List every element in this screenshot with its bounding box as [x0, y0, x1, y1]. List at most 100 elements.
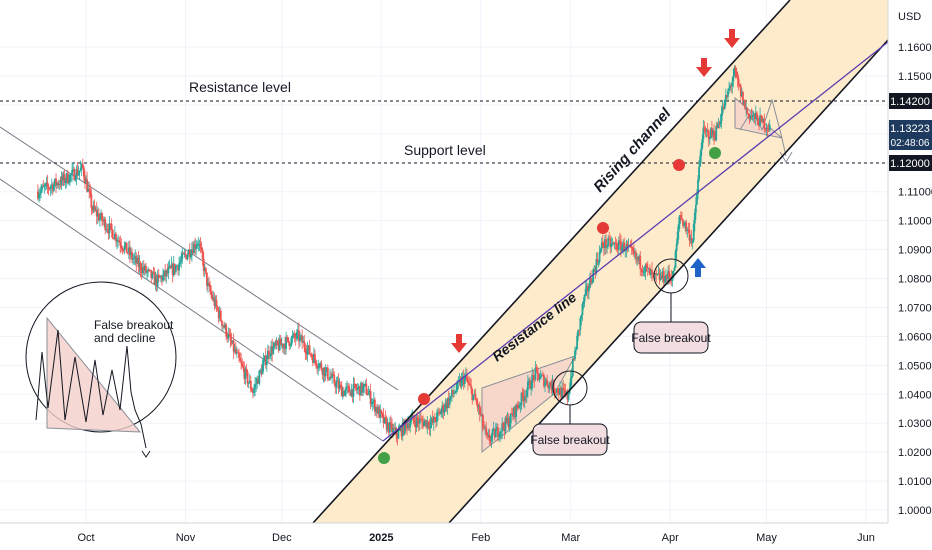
- candle-body: [766, 127, 769, 130]
- candle-body: [108, 223, 111, 234]
- candle-body: [223, 325, 225, 328]
- candle-body: [323, 367, 326, 377]
- candle-body: [158, 276, 161, 278]
- candle-body: [335, 382, 338, 388]
- candle-body: [55, 178, 57, 186]
- candle-body: [665, 275, 667, 282]
- candle-body: [353, 383, 356, 385]
- candle-body: [294, 337, 297, 339]
- candle-body: [141, 267, 144, 274]
- rising-channel-upper-line: [312, 0, 791, 524]
- false-breakout-label-mar: False breakout: [530, 433, 610, 447]
- candle-body: [229, 334, 232, 341]
- time-tick-label: Apr: [662, 532, 679, 544]
- candle-body: [351, 389, 354, 397]
- candle-body: [637, 257, 639, 261]
- candle-body: [524, 396, 527, 397]
- rising-channel-lower-line: [448, 39, 889, 524]
- candle-body: [88, 188, 91, 191]
- candle-body: [669, 277, 672, 278]
- declining-channel-lower-line: [0, 178, 384, 442]
- candle-body: [178, 263, 180, 271]
- candle-body: [632, 250, 635, 255]
- candle-body: [398, 430, 401, 431]
- candle-body: [356, 388, 359, 390]
- candle-body: [746, 108, 749, 114]
- candle-body: [59, 184, 62, 186]
- candle-body: [214, 299, 217, 307]
- candle-body: [148, 269, 151, 271]
- candle-body: [375, 407, 377, 412]
- candle-body: [261, 365, 264, 375]
- candle-body: [449, 396, 452, 398]
- candle-body: [42, 185, 45, 187]
- candle-body: [760, 115, 763, 117]
- candle-body: [191, 249, 193, 256]
- candle-body: [708, 138, 711, 140]
- candle-body: [469, 384, 472, 386]
- candle-body: [612, 243, 615, 244]
- candle-body: [543, 375, 545, 387]
- candle-body: [61, 176, 64, 181]
- candle-body: [439, 411, 442, 415]
- candle-body: [206, 272, 208, 287]
- candle-body: [283, 344, 285, 348]
- candle-body: [455, 390, 458, 393]
- candle-body: [561, 388, 564, 398]
- candle-body: [140, 270, 143, 274]
- candle-body: [413, 420, 416, 423]
- candle-body: [590, 278, 592, 283]
- candle-body: [360, 382, 362, 396]
- candle-body: [409, 421, 412, 428]
- candle-body: [193, 243, 195, 254]
- candle-body: [575, 349, 577, 351]
- candle-body: [436, 412, 438, 423]
- candle-body: [241, 362, 244, 366]
- projection-line-apr: [739, 98, 787, 157]
- candle-body: [131, 251, 133, 260]
- price-tick-label: 1.04000: [898, 389, 932, 401]
- candle-body: [246, 371, 249, 384]
- candle-body: [321, 369, 324, 375]
- candle-body: [494, 430, 497, 438]
- candle-body: [472, 394, 475, 401]
- candle-body: [203, 267, 206, 271]
- candle-body: [615, 243, 618, 250]
- candle-body: [445, 402, 448, 409]
- candle-body: [342, 391, 345, 396]
- candle-body: [187, 249, 190, 255]
- candle-body: [314, 354, 316, 361]
- candle-body: [213, 297, 216, 307]
- candle-body: [460, 378, 463, 387]
- candle-body: [270, 346, 273, 356]
- candle-body: [730, 85, 733, 87]
- candle-body: [556, 388, 559, 393]
- candle-body: [546, 380, 549, 386]
- candle-body: [382, 414, 385, 424]
- candle-body: [317, 367, 320, 369]
- candle-body: [299, 336, 301, 342]
- candle-body: [526, 381, 529, 391]
- candle-body: [122, 249, 125, 251]
- candle-body: [605, 238, 607, 248]
- candle-body: [747, 113, 750, 115]
- candle-body: [121, 247, 124, 250]
- candle-body: [139, 262, 142, 271]
- candle-body: [525, 390, 528, 397]
- candle-body: [408, 423, 411, 428]
- candle-body: [717, 123, 720, 129]
- candle-body: [161, 276, 163, 281]
- candle-body: [128, 247, 131, 256]
- candle-body: [442, 405, 445, 413]
- candle-body: [127, 247, 130, 253]
- candle-body: [130, 251, 132, 256]
- candle-body: [337, 380, 340, 389]
- candle-body: [301, 335, 304, 343]
- projection-arrowhead-apr: [779, 151, 793, 163]
- candle-body: [303, 341, 306, 348]
- candle-body: [165, 270, 168, 277]
- candle-body: [598, 251, 601, 262]
- currency-label: USD: [898, 11, 921, 23]
- candle-body: [547, 385, 550, 389]
- candle-body: [666, 275, 668, 279]
